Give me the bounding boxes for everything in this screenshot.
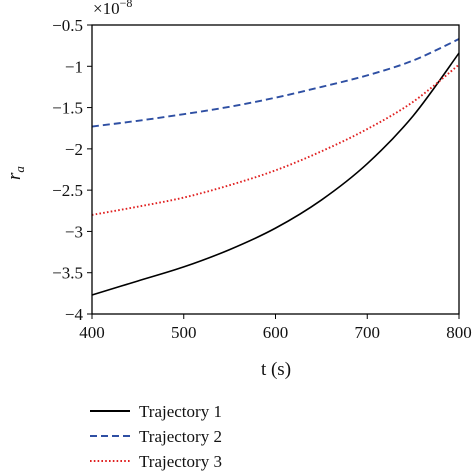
x-tick-label: 700	[355, 323, 381, 342]
legend-label-3: Trajectory 3	[139, 452, 222, 471]
series-line-1	[91, 52, 460, 296]
y-axis-label-base: r	[4, 172, 25, 180]
scale-multiplier-exponent: −8	[120, 0, 133, 10]
y-tick-label: −1.5	[52, 99, 83, 118]
scale-multiplier: ×10−8	[93, 0, 132, 18]
legend: Trajectory 1 Trajectory 2 Trajectory 3	[90, 402, 222, 471]
ticks-layer: 400 500 600 700 800 −0.5 −1 −1.5 −2 −2.5 −3 −3.5 −4	[52, 16, 472, 342]
scale-multiplier-base: ×10	[93, 0, 120, 18]
x-tick-label: 500	[171, 323, 197, 342]
y-axis-label-subscript: a	[12, 166, 27, 173]
x-tick-label: 600	[263, 323, 289, 342]
x-tick-label: 400	[79, 323, 105, 342]
legend-label-2: Trajectory 2	[139, 427, 222, 446]
plot-frame	[91, 24, 460, 315]
series-line-2	[91, 38, 460, 128]
y-tick-label: −2.5	[52, 181, 83, 200]
y-tick-label: −0.5	[52, 16, 83, 35]
svg-text:×10−8: ×10−8	[93, 0, 132, 18]
y-tick-label: −2	[65, 140, 83, 159]
y-tick-label: −4	[65, 305, 84, 324]
series-line-3	[91, 63, 460, 216]
y-tick-label: −3.5	[52, 264, 83, 283]
y-tick-label: −1	[65, 57, 83, 76]
y-axis-label: ra	[4, 166, 27, 180]
x-axis-label: t (s)	[261, 359, 291, 380]
svg-text:ra: ra	[4, 166, 27, 180]
legend-label-1: Trajectory 1	[139, 402, 222, 421]
series-layer	[91, 38, 460, 296]
x-tick-label: 800	[446, 323, 472, 342]
y-tick-label: −3	[65, 222, 83, 241]
